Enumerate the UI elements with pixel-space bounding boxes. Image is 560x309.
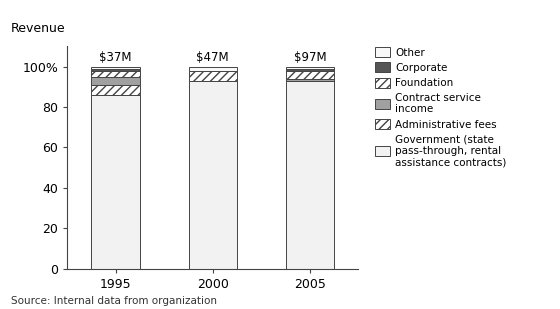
Bar <box>286 79 334 81</box>
Bar <box>91 95 140 269</box>
Text: $47M: $47M <box>197 51 229 64</box>
Bar <box>189 81 237 269</box>
Text: $97M: $97M <box>293 51 326 64</box>
Text: Revenue: Revenue <box>11 22 66 35</box>
Bar <box>286 69 334 71</box>
Text: Source: Internal data from organization: Source: Internal data from organization <box>11 296 217 306</box>
Bar <box>286 71 334 79</box>
Bar <box>189 71 237 81</box>
Bar <box>91 66 140 69</box>
Bar <box>286 81 334 269</box>
Bar <box>189 66 237 71</box>
Text: $37M: $37M <box>100 51 132 64</box>
Bar <box>286 66 334 69</box>
Bar <box>91 71 140 77</box>
Legend: Other, Corporate, Foundation, Contract service
income, Administrative fees, Gove: Other, Corporate, Foundation, Contract s… <box>375 47 506 167</box>
Bar <box>91 77 140 85</box>
Bar <box>91 69 140 71</box>
Bar <box>91 85 140 95</box>
